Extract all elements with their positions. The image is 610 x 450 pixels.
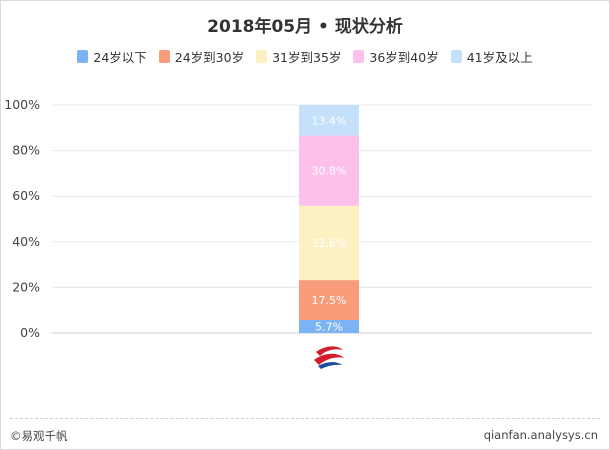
- footer-source-url[interactable]: qianfan.analysys.cn: [483, 428, 598, 442]
- legend-swatch-3: [256, 50, 268, 63]
- bar-segment-2[interactable]: [299, 280, 359, 321]
- legend-swatch-2: [158, 50, 170, 63]
- bar-segment-3[interactable]: [299, 205, 359, 281]
- legend-swatch-1: [77, 50, 89, 63]
- legend-item-2[interactable]: 24岁到30岁: [158, 47, 245, 66]
- bar-segment-1[interactable]: [299, 320, 359, 333]
- y-tick-label: 80%: [12, 143, 40, 158]
- legend-swatch-4: [353, 50, 365, 63]
- footer-divider: [10, 418, 600, 419]
- legend-label-5: 41岁及以上: [466, 50, 533, 65]
- footer-copyright: ©易观千帆: [10, 429, 68, 443]
- legend-swatch-5: [450, 50, 462, 63]
- bar-segment-4[interactable]: [299, 135, 359, 206]
- y-tick-label: 20%: [12, 279, 40, 294]
- y-axis-tick-labels: 0% 20% 40% 60% 80% 100%: [4, 97, 40, 340]
- legend-label-1: 24岁以下: [93, 50, 147, 65]
- chart-title: 2018年05月 • 现状分析: [207, 17, 403, 37]
- y-tick-label: 40%: [12, 234, 40, 249]
- data-label-3: 32.6%: [312, 237, 347, 250]
- legend: 24岁以下 24岁到30岁 31岁到35岁 36岁到40岁 41岁及以上: [0, 47, 610, 66]
- data-label-2: 17.5%: [312, 294, 347, 307]
- bar-segment-5[interactable]: [299, 105, 359, 136]
- data-label-4: 30.8%: [312, 165, 347, 178]
- china-eastern-logo-icon: [314, 346, 344, 369]
- legend-item-1[interactable]: 24岁以下: [77, 47, 147, 66]
- data-label-5: 13.4%: [312, 114, 347, 127]
- y-tick-label: 100%: [4, 97, 40, 112]
- legend-item-5[interactable]: 41岁及以上: [450, 47, 533, 66]
- data-label-1: 5.7%: [315, 321, 343, 334]
- legend-item-4[interactable]: 36岁到40岁: [353, 47, 439, 66]
- data-labels: 5.7% 17.5% 32.6% 30.8% 13.4%: [312, 114, 347, 333]
- y-tick-label: 60%: [12, 188, 40, 203]
- legend-label-3: 31岁到35岁: [272, 50, 342, 65]
- legend-label-2: 24岁到30岁: [174, 50, 245, 65]
- legend-label-4: 36岁到40岁: [369, 50, 439, 65]
- y-tick-label: 0%: [20, 325, 40, 340]
- bar-stack: [299, 105, 359, 333]
- legend-item-3[interactable]: 31岁到35岁: [256, 47, 341, 66]
